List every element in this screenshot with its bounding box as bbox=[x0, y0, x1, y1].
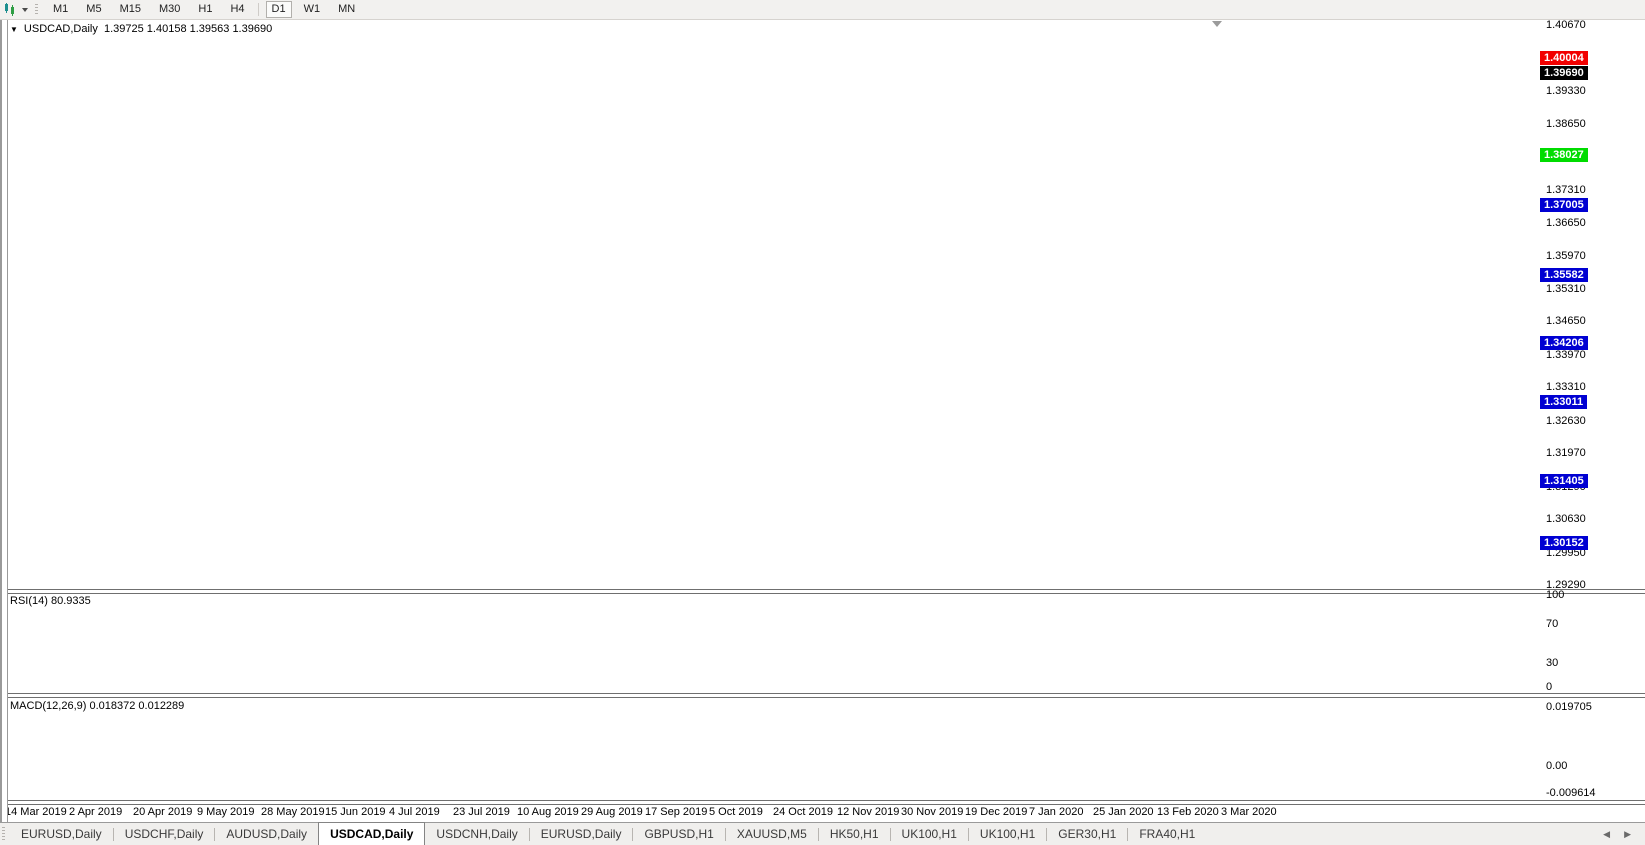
chart-symbol-title: ▼ USDCAD,Daily 1.39725 1.40158 1.39563 1.… bbox=[10, 23, 272, 35]
macd-tick-label: -0.009614 bbox=[1546, 787, 1596, 799]
tab-ger30-h1[interactable]: GER30,H1 bbox=[1058, 827, 1117, 841]
price-tick-label: 1.33970 bbox=[1546, 349, 1586, 361]
timeframe-button-mn[interactable]: MN bbox=[338, 3, 356, 15]
macd-tick-label: 0.00 bbox=[1546, 760, 1568, 772]
tab-usdcnh-daily[interactable]: USDCNH,Daily bbox=[436, 827, 518, 841]
tab-eurusd-daily[interactable]: EURUSD,Daily bbox=[21, 827, 102, 841]
price-tick-label: 1.30630 bbox=[1546, 513, 1586, 525]
pane-separator-macd[interactable] bbox=[0, 693, 1645, 698]
date-tick-label: 4 Jul 2019 bbox=[389, 806, 440, 818]
price-tick-label: 1.34650 bbox=[1546, 315, 1586, 327]
timeframes-icon[interactable] bbox=[3, 3, 19, 16]
price-tick-label: 1.35310 bbox=[1546, 283, 1586, 295]
rsi-tick-label: 100 bbox=[1546, 589, 1565, 601]
date-tick-label: 13 Feb 2020 bbox=[1157, 806, 1219, 818]
tab-scroll-buttons: ◀ ▶ bbox=[1603, 823, 1645, 845]
tab-scroll-left-icon[interactable]: ◀ bbox=[1603, 828, 1611, 839]
date-tick-label: 12 Nov 2019 bbox=[837, 806, 900, 818]
level-price-tag: 1.38027 bbox=[1540, 148, 1588, 162]
timeframe-button-m5[interactable]: M5 bbox=[86, 3, 102, 15]
tab-scroll-right-icon[interactable]: ▶ bbox=[1624, 828, 1631, 839]
rsi-tick-label: 70 bbox=[1546, 618, 1559, 630]
price-tick-label: 1.35970 bbox=[1546, 250, 1586, 262]
toolbar-grip[interactable] bbox=[35, 3, 38, 16]
date-tick-label: 15 Jun 2019 bbox=[325, 806, 386, 818]
price-tick-label: 1.40670 bbox=[1546, 19, 1586, 31]
timeframe-button-h1[interactable]: H1 bbox=[198, 3, 213, 15]
price-tick-label: 1.36650 bbox=[1546, 217, 1586, 229]
price-axis[interactable] bbox=[1539, 20, 1645, 800]
window-left-border bbox=[0, 19, 8, 822]
chart-shift-marker-icon[interactable] bbox=[1212, 21, 1222, 27]
date-tick-label: 17 Sep 2019 bbox=[645, 806, 708, 818]
timeframe-button-m15[interactable]: M15 bbox=[119, 3, 141, 15]
level-price-tag: 1.33011 bbox=[1540, 395, 1588, 409]
macd-label: MACD(12,26,9) 0.018372 0.012289 bbox=[10, 700, 185, 712]
tab-eurusd-daily[interactable]: EURUSD,Daily bbox=[540, 827, 622, 841]
chart-tabbar: EURUSD,Daily USDCHF,Daily AUDUSD,Daily USDC… bbox=[0, 822, 1645, 845]
date-tick-label: 3 Mar 2020 bbox=[1221, 806, 1277, 818]
tab-uk100-h1[interactable]: UK100,H1 bbox=[901, 827, 957, 841]
price-tick-label: 1.31970 bbox=[1546, 447, 1586, 459]
level-price-tag: 1.34206 bbox=[1540, 336, 1588, 350]
date-tick-label: 20 Apr 2019 bbox=[133, 806, 193, 818]
level-price-tag: 1.35582 bbox=[1540, 268, 1588, 282]
rsi-tick-label: 30 bbox=[1546, 657, 1559, 669]
tab-usdchf-daily[interactable]: USDCHF,Daily bbox=[124, 827, 204, 841]
tab-hk50-h1[interactable]: HK50,H1 bbox=[829, 827, 879, 841]
macd-tick-label: 0.019705 bbox=[1546, 701, 1592, 713]
symbol-ohlc-text: USDCAD,Daily 1.39725 1.40158 1.39563 1.3… bbox=[23, 23, 273, 35]
timeframe-button-m1[interactable]: M1 bbox=[53, 3, 69, 15]
date-tick-label: 24 Oct 2019 bbox=[773, 806, 833, 818]
date-tick-label: 25 Jan 2020 bbox=[1093, 806, 1154, 818]
tabbar-grip[interactable] bbox=[2, 827, 5, 840]
date-tick-label: 19 Dec 2019 bbox=[965, 806, 1028, 818]
current-price-tag: 1.39690 bbox=[1540, 66, 1588, 80]
date-tick-label: 7 Jan 2020 bbox=[1029, 806, 1084, 818]
level-price-tag: 1.31405 bbox=[1540, 474, 1588, 488]
level-price-tag: 1.40004 bbox=[1540, 51, 1588, 65]
timeframe-button-m30[interactable]: M30 bbox=[158, 3, 181, 15]
price-tick-label: 1.38650 bbox=[1546, 118, 1586, 130]
collapse-triangle-icon[interactable]: ▼ bbox=[10, 25, 18, 34]
date-tick-label: 9 May 2019 bbox=[197, 806, 255, 818]
date-tick-label: 28 May 2019 bbox=[261, 806, 325, 818]
date-tick-label: 2 Apr 2019 bbox=[69, 806, 123, 818]
timeframe-buttons: M1 M5 M15 M30 H1 H4 D1 W1 MN bbox=[44, 1, 364, 18]
tab-xauusd-m5[interactable]: XAUUSD,M5 bbox=[736, 827, 807, 841]
tab-fra40-h1[interactable]: FRA40,H1 bbox=[1139, 827, 1196, 841]
level-price-tag: 1.30152 bbox=[1540, 536, 1588, 550]
tab-audusd-daily[interactable]: AUDUSD,Daily bbox=[226, 827, 308, 841]
date-tick-label: 30 Nov 2019 bbox=[901, 806, 964, 818]
dropdown-arrow-icon[interactable] bbox=[22, 7, 28, 12]
chart-tabs: EURUSD,Daily USDCHF,Daily AUDUSD,Daily USDC… bbox=[10, 822, 1206, 845]
tab-uk100-h1[interactable]: UK100,H1 bbox=[979, 827, 1036, 841]
rsi-label: RSI(14) 80.9335 bbox=[10, 595, 91, 607]
date-tick-label: 29 Aug 2019 bbox=[581, 806, 643, 818]
tab-usdcad-daily[interactable]: USDCAD,Daily bbox=[318, 822, 426, 845]
date-tick-label: 23 Jul 2019 bbox=[453, 806, 510, 818]
timeframe-button-h4[interactable]: H4 bbox=[230, 3, 245, 15]
timeframe-toolbar: M1 M5 M15 M30 H1 H4 D1 W1 MN bbox=[0, 0, 1645, 20]
price-tick-label: 1.37310 bbox=[1546, 184, 1586, 196]
date-tick-label: 10 Aug 2019 bbox=[517, 806, 579, 818]
price-tick-label: 1.39330 bbox=[1546, 85, 1586, 97]
price-tick-label: 1.32630 bbox=[1546, 415, 1586, 427]
price-tick-label: 1.33310 bbox=[1546, 381, 1586, 393]
rsi-tick-label: 0 bbox=[1546, 681, 1553, 693]
date-tick-label: 5 Oct 2019 bbox=[709, 806, 763, 818]
pane-separator-rsi[interactable] bbox=[0, 589, 1645, 594]
level-price-tag: 1.37005 bbox=[1540, 198, 1588, 212]
tab-gbpusd-h1[interactable]: GBPUSD,H1 bbox=[644, 827, 714, 841]
timeframe-button-d1[interactable]: D1 bbox=[265, 1, 292, 18]
timeframe-button-w1[interactable]: W1 bbox=[303, 3, 321, 15]
date-tick-label: 14 Mar 2019 bbox=[5, 806, 67, 818]
toolbar-separator bbox=[257, 3, 259, 16]
